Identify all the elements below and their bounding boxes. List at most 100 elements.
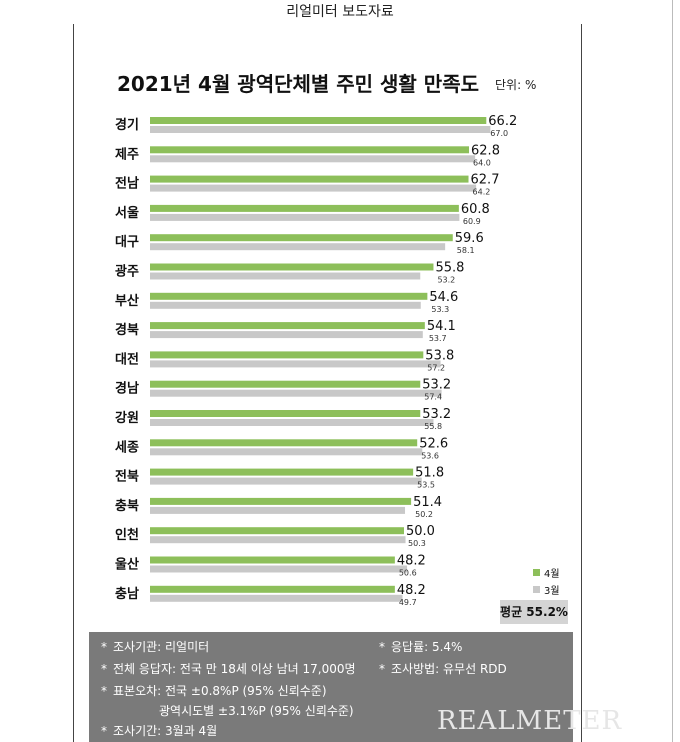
value-label-march: 58.1 [457,246,475,255]
category-label: 서울 [115,205,139,221]
bar-april [150,322,425,330]
info-line-margin-national: * 표본오차: 전국 ±0.8%P (95% 신뢰수준) [101,684,327,698]
category-label: 전남 [115,176,139,192]
category-label: 광주 [115,265,139,280]
bar-march [150,184,477,192]
bar-april [150,117,487,124]
value-label-march: 53.3 [431,305,449,314]
value-label-april: 62.7 [471,173,500,188]
bar-march [150,506,406,514]
bar-march [150,536,406,544]
value-label-april: 60.8 [461,202,490,217]
category-label: 부산 [115,293,139,309]
bar-april [150,497,412,505]
value-label-march: 50.3 [408,539,426,548]
bar-april [150,292,428,300]
bar-march [150,477,422,485]
value-label-march: 57.2 [427,363,445,372]
value-label-march: 64.2 [473,188,491,197]
legend-label-march: 3월 [544,586,560,597]
legend-swatch-april [533,569,540,576]
bar-april [150,263,434,271]
category-label: 울산 [115,557,139,573]
value-label-april: 51.8 [415,466,444,481]
bar-march [150,126,491,133]
value-label-april: 66.2 [488,114,517,129]
value-label-april: 51.4 [413,495,442,510]
bar-march [150,419,434,426]
bar-april [150,410,421,417]
value-label-april: 53.2 [422,407,451,422]
legend-item-april: 4월 [533,564,560,581]
bar-march [150,272,421,280]
bar-april [150,175,469,183]
value-label-march: 50.6 [399,569,417,578]
chart-title: 2021년 4월 광역단체별 주민 생활 만족도 [117,72,479,96]
value-label-march: 64.0 [473,158,491,167]
value-label-march: 50.2 [415,510,433,519]
value-label-march: 53.6 [421,451,439,460]
bar-april [150,527,404,535]
value-label-march: 67.0 [490,129,508,138]
value-label-april: 48.2 [397,554,426,569]
category-label: 대구 [115,235,139,250]
value-label-april: 55.8 [435,261,464,276]
category-label: 경남 [115,381,139,397]
chart-unit: 단위: % [495,78,537,92]
bar-april [150,234,453,242]
legend: 4월 3월 [533,564,560,598]
legend-label-april: 4월 [544,569,560,580]
info-line-response-rate: * 응답률: 5.4% [379,640,463,654]
category-label: 충남 [115,586,139,602]
bar-march [150,389,442,397]
value-label-april: 48.2 [397,583,426,598]
bar-march [150,565,408,573]
legend-swatch-march [533,586,540,593]
info-line-period: * 조사기간: 3월과 4월 [101,724,218,738]
average-badge: 평균 55.2% [500,600,568,624]
bar-april [150,351,424,359]
category-label: 경기 [115,117,139,133]
bar-april [150,204,459,212]
value-label-april: 62.8 [471,143,500,158]
info-line-margin-regional: 광역시도별 ±3.1%P (95% 신뢰수준) [159,704,354,718]
realmeter-watermark: REALMETER [437,706,623,736]
bar-march [150,155,476,163]
value-label-april: 59.6 [455,231,484,246]
value-label-april: 54.6 [429,290,458,305]
report-header: 리얼미터 보도자료 [286,4,394,20]
bar-april [150,439,418,447]
value-label-april: 53.2 [422,378,451,393]
bar-april [150,468,414,476]
value-label-march: 60.9 [463,217,481,226]
value-label-april: 52.6 [419,436,448,451]
bar-march [150,594,403,602]
value-label-april: 50.0 [406,524,435,539]
category-label: 충북 [115,498,139,514]
bar-march [150,301,421,309]
category-label: 세종 [115,440,139,455]
info-line-method: * 조사방법: 유무선 RDD [379,662,507,676]
bar-april [150,556,395,564]
info-line-respondents: * 전체 응답자: 전국 만 18세 이상 남녀 17,000명 [101,662,356,676]
category-label: 전북 [115,469,139,485]
value-label-march: 57.4 [424,393,442,402]
value-label-april: 54.1 [427,319,456,334]
info-line-agency: * 조사기관: 리얼미터 [101,640,210,654]
value-label-march: 49.7 [399,598,417,607]
category-label: 제주 [115,147,139,162]
bar-march [150,360,441,368]
bar-march [150,448,423,456]
bar-april [150,146,470,154]
bar-march [150,213,460,221]
bar-march [150,243,446,251]
value-label-march: 55.8 [424,422,442,431]
category-label: 대전 [115,351,139,367]
category-label: 인천 [115,527,139,543]
value-label-march: 53.7 [429,334,447,343]
bar-april [150,585,395,593]
survey-info-box: * 조사기관: 리얼미터 * 응답률: 5.4% * 전체 응답자: 전국 만 18세… [89,632,573,742]
legend-item-march: 3월 [533,581,560,598]
value-label-march: 53.2 [437,276,455,285]
